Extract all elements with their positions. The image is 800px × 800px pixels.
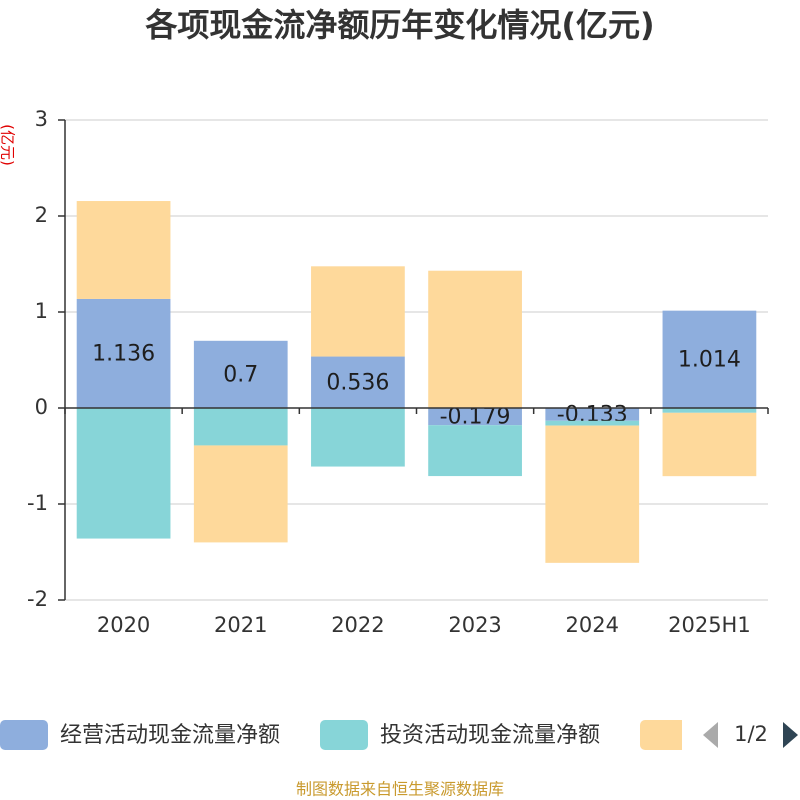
y-tick-label: 2 [35,203,48,227]
legend-page-indicator: 1/2 [734,722,768,746]
y-tick-label: -1 [27,491,48,515]
legend-next-page-button[interactable] [783,722,798,748]
bar-series3-2025H1[interactable] [662,412,757,477]
bar-series1-2020[interactable] [76,298,171,408]
bar-series1-2025H1[interactable] [662,310,757,408]
legend-label-series-1: 经营活动现金流量净额 [60,723,280,748]
data-label-series1-2022: 0.536 [326,370,389,395]
bar-series1-2023[interactable] [428,408,522,426]
bar-series3-2021[interactable] [193,445,288,543]
data-source-footer: 制图数据来自恒生聚源数据库 [296,780,504,799]
x-tick-label: 2020 [97,613,150,637]
chart-title: 各项现金流净额历年变化情况(亿元) [145,6,654,44]
bar-series1-2021[interactable] [193,340,288,408]
legend-item-series-3[interactable] [640,720,688,750]
legend-swatch-series-1 [0,720,48,750]
legend-item-series-1[interactable]: 经营活动现金流量净额 [0,720,280,750]
y-tick-label: -2 [27,587,48,611]
bar-series2-2021[interactable] [193,408,288,446]
y-tick-label: 3 [35,107,48,131]
y-tick-label: 1 [35,299,48,323]
x-tick-label: 2025H1 [668,613,751,637]
grid-lines [65,119,768,601]
bar-series2-2020[interactable] [76,408,171,539]
bar-series2-2024[interactable] [545,420,640,426]
legend-swatch-series-2 [320,720,368,750]
data-label-series1-2020: 1.136 [92,341,155,366]
legend-swatch-series-3 [640,720,682,750]
legend-label-series-2: 投资活动现金流量净额 [380,723,600,748]
bar-series3-2022[interactable] [311,266,405,357]
x-axis-tick-labels: 2020 2021 2022 2023 2024 2025H1 [97,613,751,637]
bar-series3-2023[interactable] [428,270,522,408]
y-axis-unit-label: (亿元) [0,124,17,166]
bar-series2-2022[interactable] [311,408,405,467]
x-tick-label: 2021 [214,613,267,637]
bar-series1-2022[interactable] [311,356,405,408]
bar-series1-2024[interactable] [545,408,640,421]
bar-series2-2023[interactable] [428,425,522,477]
data-label-series1-2021: 0.7 [223,362,258,387]
bar-series3-2020[interactable] [76,201,171,299]
axes [58,119,769,601]
y-tick-label: 0 [35,395,48,419]
x-tick-label: 2023 [448,613,501,637]
x-tick-label: 2022 [331,613,384,637]
bar-series2-2025H1[interactable] [662,408,757,413]
bar-series3-2024[interactable] [545,425,640,563]
legend-item-series-2[interactable]: 投资活动现金流量净额 [320,720,600,750]
data-label-series1-2025H1: 1.014 [678,347,741,372]
legend-prev-page-button[interactable] [703,722,718,748]
y-axis-tick-labels: 3 2 1 0 -1 -2 [27,107,48,611]
x-tick-label: 2024 [566,613,619,637]
legend: 经营活动现金流量净额 投资活动现金流量净额 1/2 [0,720,798,750]
